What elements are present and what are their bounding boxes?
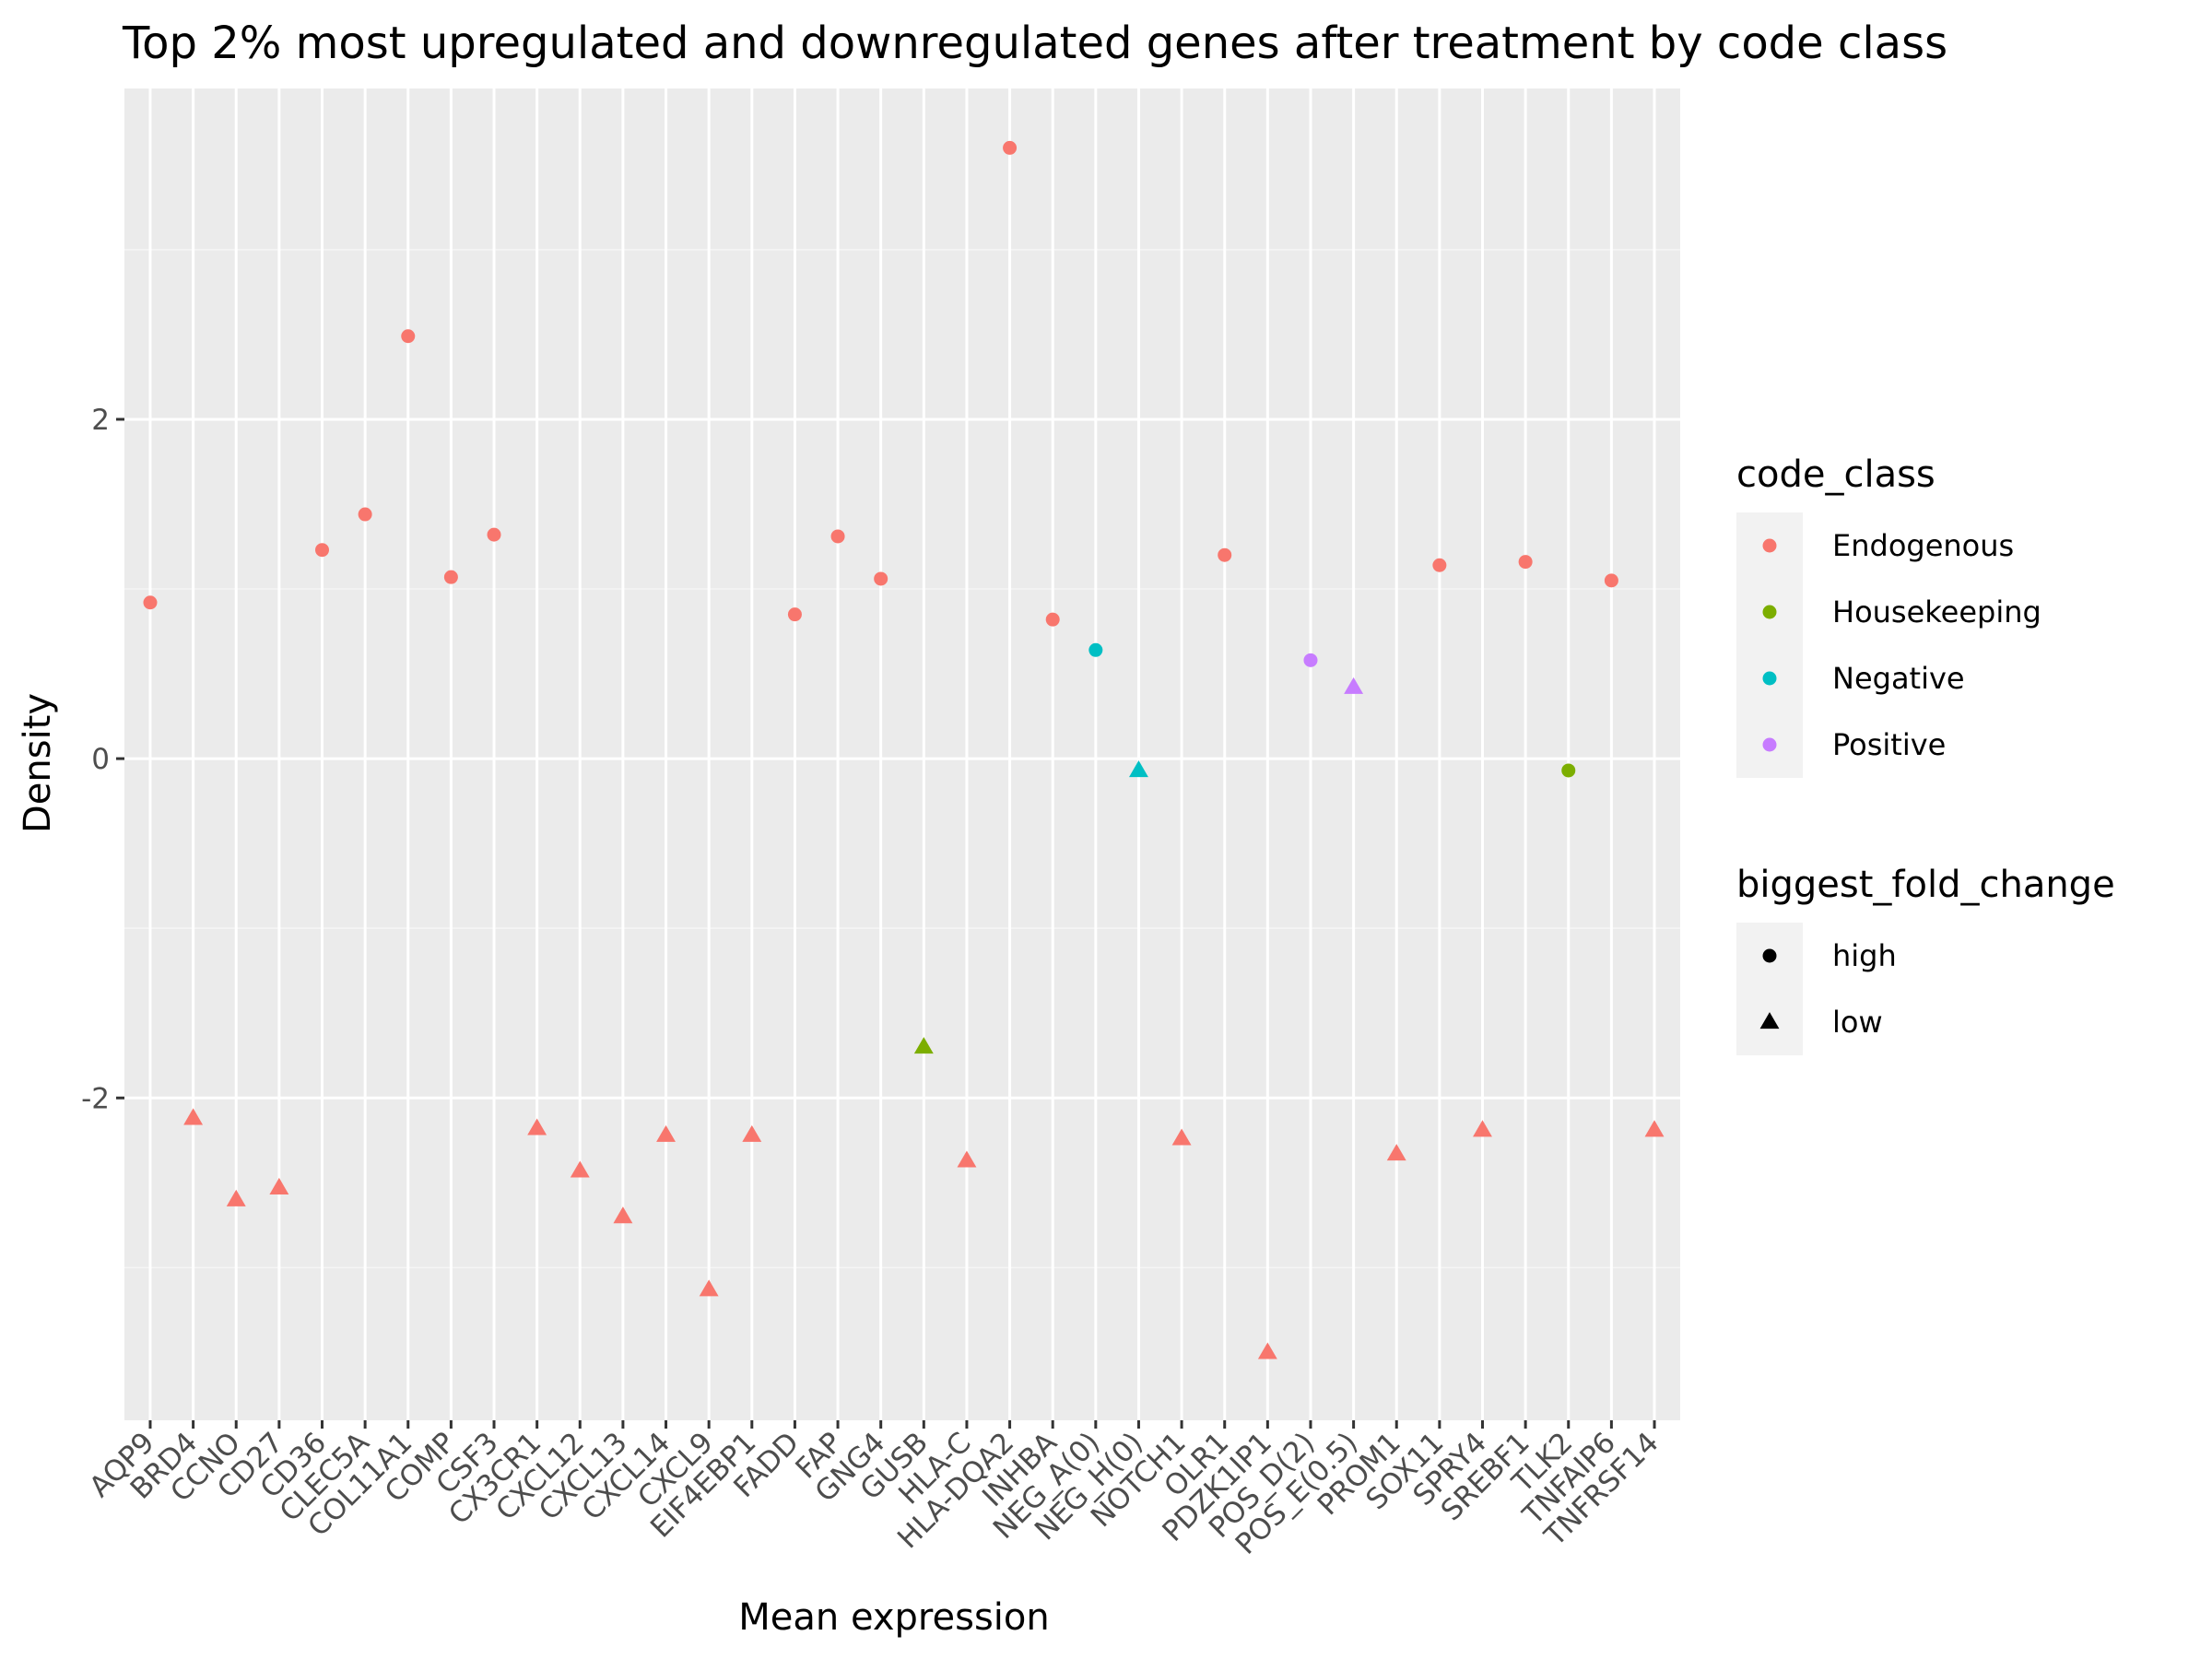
legend-color-swatch [1762, 737, 1777, 752]
legend-shape-swatch [1759, 1012, 1780, 1030]
data-point-triangle [1344, 677, 1364, 694]
data-point-triangle [527, 1118, 547, 1135]
data-point-triangle [183, 1108, 204, 1125]
chart-title: Top 2% most upregulated and downregulate… [122, 18, 1947, 69]
legend-color-swatch [1762, 605, 1777, 619]
x-axis-title: Mean expression [738, 1596, 1049, 1639]
data-point-circle [443, 570, 458, 584]
plot-panel [124, 88, 1680, 1420]
data-point-circle [787, 607, 802, 622]
data-point-circle [487, 527, 501, 542]
data-point-circle [358, 507, 372, 522]
data-point-triangle [1386, 1144, 1406, 1161]
y-tick-label: 0 [91, 743, 110, 776]
legend-title: biggest_fold_change [1736, 864, 2115, 906]
data-point-triangle [1171, 1128, 1192, 1146]
data-point-circle [314, 543, 329, 558]
data-point-circle [1045, 612, 1060, 627]
y-axis-title: Density [17, 693, 59, 833]
data-point-circle [1303, 653, 1318, 667]
data-point-circle [1432, 558, 1447, 572]
legend-label: high [1832, 938, 1897, 973]
data-point-circle [1218, 547, 1232, 562]
data-point-triangle [1257, 1342, 1277, 1359]
y-tick-label: 2 [91, 404, 110, 437]
data-point-circle [401, 329, 416, 344]
minor-gridlines [124, 249, 1680, 1269]
data-point-triangle [613, 1206, 633, 1224]
data-point-triangle [226, 1189, 246, 1206]
data-point-triangle [699, 1279, 719, 1297]
data-point-triangle [570, 1160, 590, 1178]
data-point-triangle [1473, 1120, 1492, 1137]
data-point-circle [1003, 140, 1018, 155]
data-point-circle [1561, 763, 1576, 778]
legend-label: Endogenous [1832, 528, 2014, 563]
data-point-triangle [656, 1124, 676, 1142]
legend-title: code_class [1736, 453, 1936, 496]
data-point-triangle [1129, 760, 1148, 778]
data-point-triangle [1644, 1120, 1665, 1137]
major-gridlines [124, 88, 1680, 1420]
x-axis: AQP9BRD4CCNOCD27CD36CLEC5ACOL11A1COMPCSF… [83, 1420, 1665, 1561]
legend-label: low [1832, 1005, 1883, 1040]
legend-color-swatch [1762, 671, 1777, 686]
legend-label: Positive [1832, 727, 1946, 762]
legend-label: Housekeeping [1832, 594, 2041, 629]
data-point-circle [1518, 555, 1533, 570]
data-point-circle [1604, 573, 1618, 588]
data-point-circle [143, 595, 158, 610]
data-point-circle [830, 529, 845, 544]
data-point-triangle [269, 1177, 289, 1194]
data-point-circle [874, 571, 888, 586]
data-point-triangle [957, 1150, 977, 1168]
legend-code-class: code_class Endogenous Housekeeping Negative… [1736, 453, 2041, 778]
data-point-triangle [913, 1037, 934, 1054]
data-point-triangle [742, 1124, 762, 1142]
y-axis: -2 0 2 [81, 404, 124, 1115]
y-tick-label: -2 [81, 1082, 110, 1115]
legend-color-swatch [1762, 538, 1777, 553]
data-point-circle [1088, 642, 1103, 657]
legend-shape-swatch [1762, 948, 1777, 963]
legend-label: Negative [1832, 661, 1965, 696]
data-points [143, 140, 1665, 1359]
